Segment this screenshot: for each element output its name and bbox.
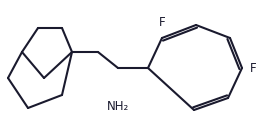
Text: NH₂: NH₂ xyxy=(107,100,129,113)
Text: F: F xyxy=(250,61,256,75)
Text: F: F xyxy=(159,16,165,29)
